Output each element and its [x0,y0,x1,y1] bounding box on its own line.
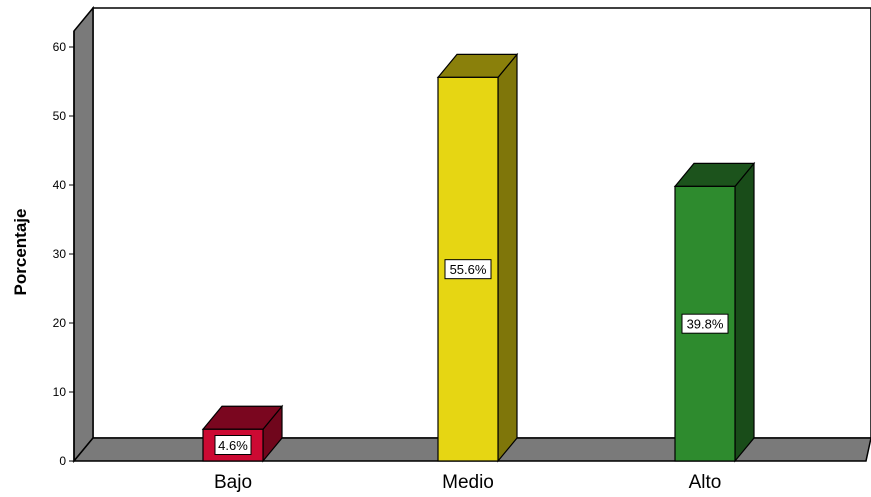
data-label: 39.8% [687,317,724,332]
x-tick-label: Bajo [214,472,252,493]
bars: 4.6% 55.6% 39.8% [201,52,756,463]
data-label-box [214,435,252,455]
bar-alto: 39.8% [673,161,756,463]
side-wall [73,5,94,464]
bar-side [734,161,755,463]
x-tick-label: Medio [442,472,494,493]
bar-bajo: 4.6% [201,404,284,463]
y-axis: 0 10 20 30 40 50 60 [53,31,75,468]
data-label: 55.6% [450,262,487,277]
y-tick-label: 60 [53,40,67,54]
data-label: 4.6% [218,438,248,453]
x-tick-label: Alto [689,472,722,493]
y-tick-label: 30 [53,247,67,261]
x-axis: Bajo Medio Alto [214,472,721,493]
data-label-box [444,259,492,280]
y-tick-label: 20 [53,316,67,330]
bar-medio: 55.6% [436,52,519,463]
bar-side [497,52,518,463]
y-tick-label: 50 [53,109,67,123]
y-tick-label: 40 [53,178,67,192]
data-label-box [681,313,729,334]
y-tick-label: 0 [59,454,66,468]
y-axis-title: Porcentaje [11,209,30,296]
y-tick-label: 10 [53,385,67,399]
